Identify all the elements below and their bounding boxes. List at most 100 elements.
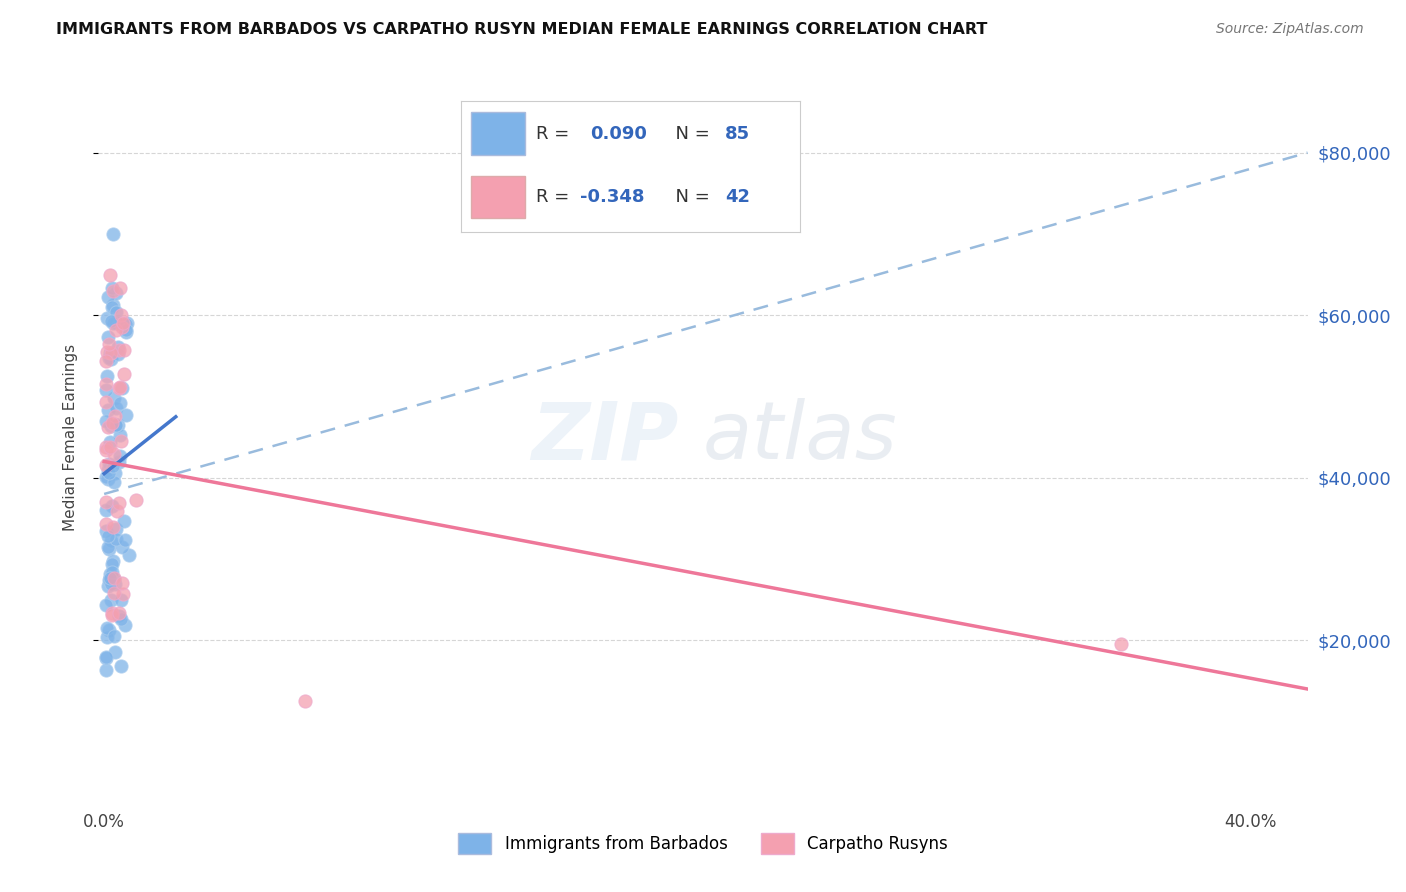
- Point: [100, 352, 122, 367]
- Point: [294, 694, 316, 708]
- Point: [98, 435, 121, 450]
- Point: [97, 540, 120, 554]
- Point: [101, 300, 124, 314]
- Point: [96, 631, 118, 645]
- Point: [94, 354, 117, 368]
- Point: [104, 576, 127, 591]
- Text: Source: ZipAtlas.com: Source: ZipAtlas.com: [1216, 22, 1364, 37]
- Point: [94, 395, 117, 409]
- Point: [101, 554, 124, 568]
- Point: [111, 576, 134, 591]
- Point: [115, 408, 138, 422]
- Point: [110, 434, 132, 449]
- Point: [96, 345, 118, 359]
- Point: [110, 540, 132, 554]
- Point: [110, 380, 132, 394]
- Point: [103, 458, 125, 473]
- Point: [100, 314, 122, 328]
- Point: [1111, 637, 1133, 651]
- Point: [94, 441, 117, 455]
- Point: [101, 520, 124, 534]
- Text: IMMIGRANTS FROM BARBADOS VS CARPATHO RUSYN MEDIAN FEMALE EARNINGS CORRELATION CH: IMMIGRANTS FROM BARBADOS VS CARPATHO RUS…: [56, 22, 987, 37]
- Point: [94, 442, 117, 457]
- Point: [112, 316, 135, 330]
- Point: [94, 524, 117, 538]
- Point: [108, 343, 131, 357]
- Point: [112, 343, 135, 358]
- Point: [94, 377, 117, 392]
- Point: [97, 463, 120, 477]
- Point: [98, 571, 121, 585]
- Text: atlas: atlas: [703, 398, 898, 476]
- Point: [101, 499, 124, 513]
- Point: [118, 548, 141, 562]
- Point: [98, 440, 121, 454]
- Point: [97, 351, 120, 365]
- Point: [112, 367, 135, 381]
- Point: [100, 533, 122, 548]
- Point: [101, 227, 124, 241]
- Point: [112, 514, 135, 528]
- Point: [96, 494, 118, 508]
- Point: [103, 572, 125, 586]
- Point: [108, 396, 131, 410]
- Point: [96, 368, 118, 383]
- Point: [100, 346, 122, 360]
- Point: [104, 466, 127, 480]
- Point: [107, 339, 129, 353]
- Point: [104, 401, 127, 416]
- Point: [103, 571, 125, 585]
- Point: [103, 629, 125, 643]
- Point: [105, 503, 128, 517]
- Point: [94, 383, 117, 397]
- Point: [104, 522, 127, 536]
- Point: [94, 469, 117, 483]
- Point: [94, 649, 117, 664]
- Point: [104, 286, 127, 301]
- Point: [100, 592, 122, 607]
- Point: [101, 316, 124, 330]
- Point: [111, 381, 134, 395]
- Point: [98, 567, 121, 582]
- Point: [103, 586, 125, 600]
- Point: [107, 418, 129, 433]
- Point: [104, 409, 127, 423]
- Legend: Immigrants from Barbados, Carpatho Rusyns: Immigrants from Barbados, Carpatho Rusyn…: [451, 827, 955, 860]
- Point: [108, 381, 131, 395]
- Y-axis label: Median Female Earnings: Median Female Earnings: [63, 343, 77, 531]
- Point: [100, 417, 122, 431]
- Point: [96, 621, 118, 635]
- Point: [97, 573, 120, 587]
- Point: [105, 323, 128, 337]
- Point: [115, 316, 138, 330]
- Point: [97, 403, 120, 417]
- Point: [101, 284, 124, 298]
- Point: [100, 281, 122, 295]
- Point: [114, 618, 136, 632]
- Point: [94, 458, 117, 473]
- Point: [114, 533, 136, 547]
- Point: [108, 496, 131, 510]
- Point: [115, 323, 138, 337]
- Point: [97, 290, 120, 304]
- Text: ZIP: ZIP: [531, 398, 679, 476]
- Point: [96, 311, 118, 326]
- Point: [111, 320, 134, 334]
- Point: [108, 281, 131, 295]
- Point: [112, 586, 135, 600]
- Point: [104, 533, 127, 547]
- Point: [100, 418, 122, 433]
- Point: [115, 325, 138, 339]
- Point: [98, 571, 121, 585]
- Point: [110, 308, 132, 322]
- Point: [100, 607, 122, 622]
- Point: [108, 427, 131, 442]
- Point: [94, 651, 117, 665]
- Point: [103, 298, 125, 312]
- Point: [103, 645, 125, 659]
- Point: [108, 449, 131, 463]
- Point: [110, 612, 132, 626]
- Point: [110, 592, 132, 607]
- Point: [103, 475, 125, 489]
- Point: [97, 472, 120, 486]
